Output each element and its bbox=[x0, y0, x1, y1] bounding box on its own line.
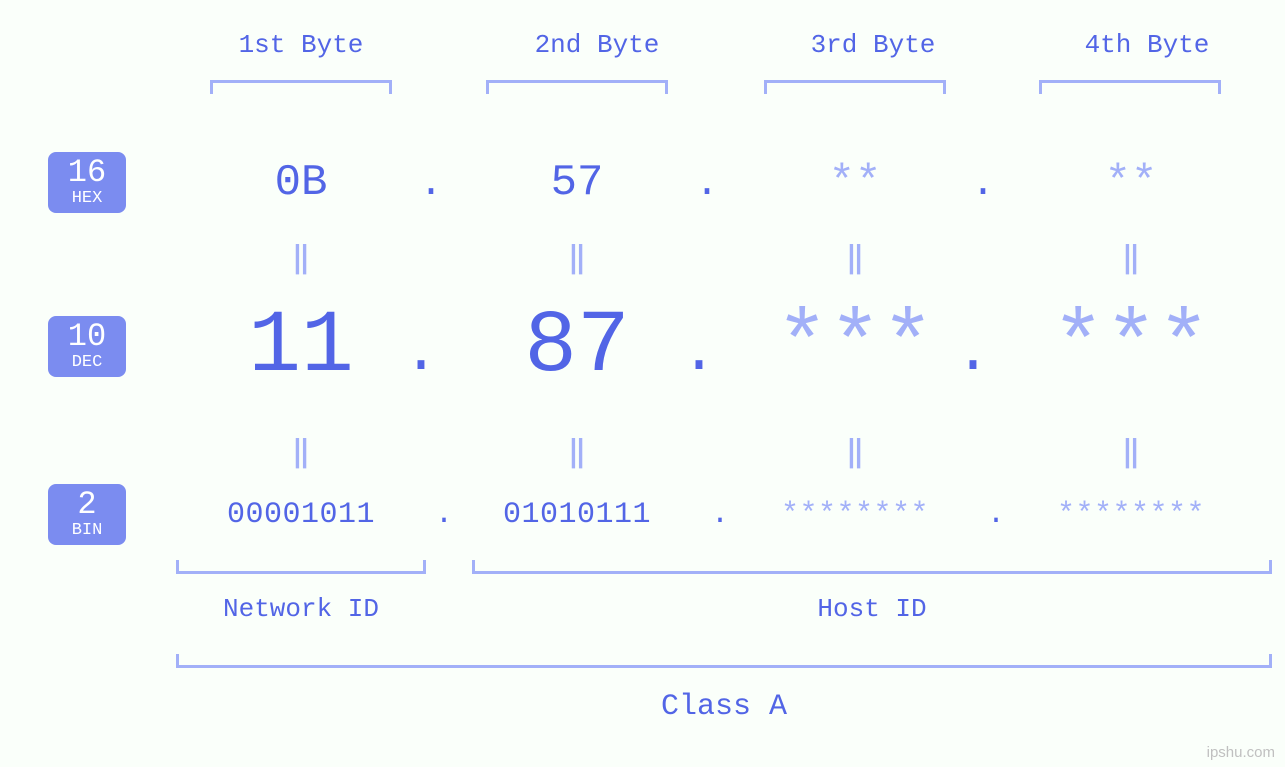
host-id-label: Host ID bbox=[472, 594, 1272, 624]
dec-byte-1: 11 bbox=[176, 298, 426, 397]
hex-byte-1: 0B bbox=[176, 158, 426, 208]
hex-byte-3: ** bbox=[730, 158, 980, 208]
hex-badge: 16 HEX bbox=[48, 152, 126, 213]
bin-byte-1: 00001011 bbox=[166, 498, 436, 532]
dec-dot-1: . bbox=[396, 320, 446, 388]
equals-2-1: ‖ bbox=[176, 434, 426, 471]
dec-badge: 10 DEC bbox=[48, 316, 126, 377]
hex-dot-2: . bbox=[682, 162, 732, 207]
network-id-label: Network ID bbox=[176, 594, 426, 624]
dec-byte-2: 87 bbox=[452, 298, 702, 397]
equals-1-2: ‖ bbox=[452, 240, 702, 277]
bin-byte-2: 01010111 bbox=[442, 498, 712, 532]
class-bracket bbox=[176, 654, 1272, 668]
dec-badge-number: 10 bbox=[48, 320, 126, 354]
byte-header-1: 1st Byte bbox=[176, 30, 426, 60]
byte-header-2: 2nd Byte bbox=[472, 30, 722, 60]
dec-byte-4: *** bbox=[1006, 298, 1256, 397]
network-bracket bbox=[176, 560, 426, 574]
equals-1-4: ‖ bbox=[1006, 240, 1256, 277]
byte-header-4: 4th Byte bbox=[1022, 30, 1272, 60]
equals-2-4: ‖ bbox=[1006, 434, 1256, 471]
hex-badge-number: 16 bbox=[48, 156, 126, 190]
bin-byte-3: ******** bbox=[720, 498, 990, 532]
equals-2-3: ‖ bbox=[730, 434, 980, 471]
top-bracket-3 bbox=[764, 80, 946, 94]
bin-byte-4: ******** bbox=[996, 498, 1266, 532]
hex-badge-label: HEX bbox=[48, 190, 126, 208]
bin-badge-number: 2 bbox=[48, 488, 126, 522]
dec-byte-3: *** bbox=[730, 298, 980, 397]
equals-2-2: ‖ bbox=[452, 434, 702, 471]
bin-badge-label: BIN bbox=[48, 522, 126, 540]
top-bracket-1 bbox=[210, 80, 392, 94]
byte-header-3: 3rd Byte bbox=[748, 30, 998, 60]
hex-byte-2: 57 bbox=[452, 158, 702, 208]
top-bracket-4 bbox=[1039, 80, 1221, 94]
equals-1-3: ‖ bbox=[730, 240, 980, 277]
dec-dot-2: . bbox=[674, 320, 724, 388]
hex-byte-4: ** bbox=[1006, 158, 1256, 208]
equals-1-1: ‖ bbox=[176, 240, 426, 277]
top-bracket-2 bbox=[486, 80, 668, 94]
bin-badge: 2 BIN bbox=[48, 484, 126, 545]
class-label: Class A bbox=[176, 690, 1272, 724]
dec-badge-label: DEC bbox=[48, 354, 126, 372]
dec-dot-3: . bbox=[948, 320, 998, 388]
watermark: ipshu.com bbox=[1207, 744, 1275, 761]
host-bracket bbox=[472, 560, 1272, 574]
hex-dot-1: . bbox=[406, 162, 456, 207]
hex-dot-3: . bbox=[958, 162, 1008, 207]
